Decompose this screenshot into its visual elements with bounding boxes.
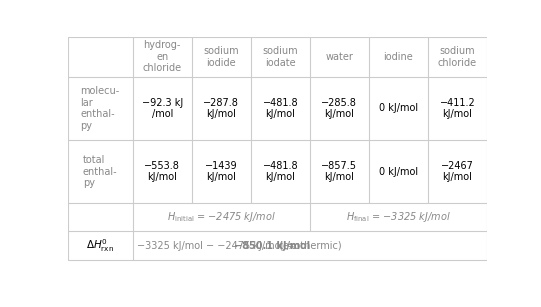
Text: −285.8
kJ/mol: −285.8 kJ/mol [321, 98, 357, 119]
Text: −481.8
kJ/mol: −481.8 kJ/mol [262, 161, 298, 182]
Text: molecu-
lar
enthal-
py: molecu- lar enthal- py [81, 86, 120, 131]
Text: sodium
iodide: sodium iodide [203, 46, 239, 68]
Text: sodium
iodate: sodium iodate [262, 46, 298, 68]
Text: (exothermic): (exothermic) [276, 240, 342, 251]
Text: −857.5
kJ/mol: −857.5 kJ/mol [321, 161, 357, 182]
Text: sodium
chloride: sodium chloride [438, 46, 477, 68]
Text: −1439
kJ/mol: −1439 kJ/mol [205, 161, 237, 182]
Text: −3325 kJ/mol − −2475 kJ/mol =: −3325 kJ/mol − −2475 kJ/mol = [137, 240, 298, 251]
Text: −553.8
kJ/mol: −553.8 kJ/mol [144, 161, 180, 182]
Text: 0 kJ/mol: 0 kJ/mol [379, 103, 418, 114]
Text: −287.8
kJ/mol: −287.8 kJ/mol [203, 98, 239, 119]
Text: −411.2
kJ/mol: −411.2 kJ/mol [439, 98, 475, 119]
Text: −481.8
kJ/mol: −481.8 kJ/mol [262, 98, 298, 119]
Text: iodine: iodine [384, 52, 413, 62]
Text: total
enthal-
py: total enthal- py [83, 155, 117, 188]
Text: water: water [325, 52, 353, 62]
Text: −92.3 kJ
/mol: −92.3 kJ /mol [142, 98, 183, 119]
Text: $H_{\mathrm{final}}$ = −3325 kJ/mol: $H_{\mathrm{final}}$ = −3325 kJ/mol [346, 210, 451, 224]
Text: $H_{\mathrm{initial}}$ = −2475 kJ/mol: $H_{\mathrm{initial}}$ = −2475 kJ/mol [167, 210, 276, 224]
Text: −2467
kJ/mol: −2467 kJ/mol [441, 161, 474, 182]
Text: hydrog-
en
chloride: hydrog- en chloride [143, 40, 182, 73]
Text: −850.1 kJ/mol: −850.1 kJ/mol [234, 240, 311, 251]
Text: 0 kJ/mol: 0 kJ/mol [379, 167, 418, 177]
Text: $\Delta H^0_{\mathrm{rxn}}$: $\Delta H^0_{\mathrm{rxn}}$ [86, 237, 114, 254]
